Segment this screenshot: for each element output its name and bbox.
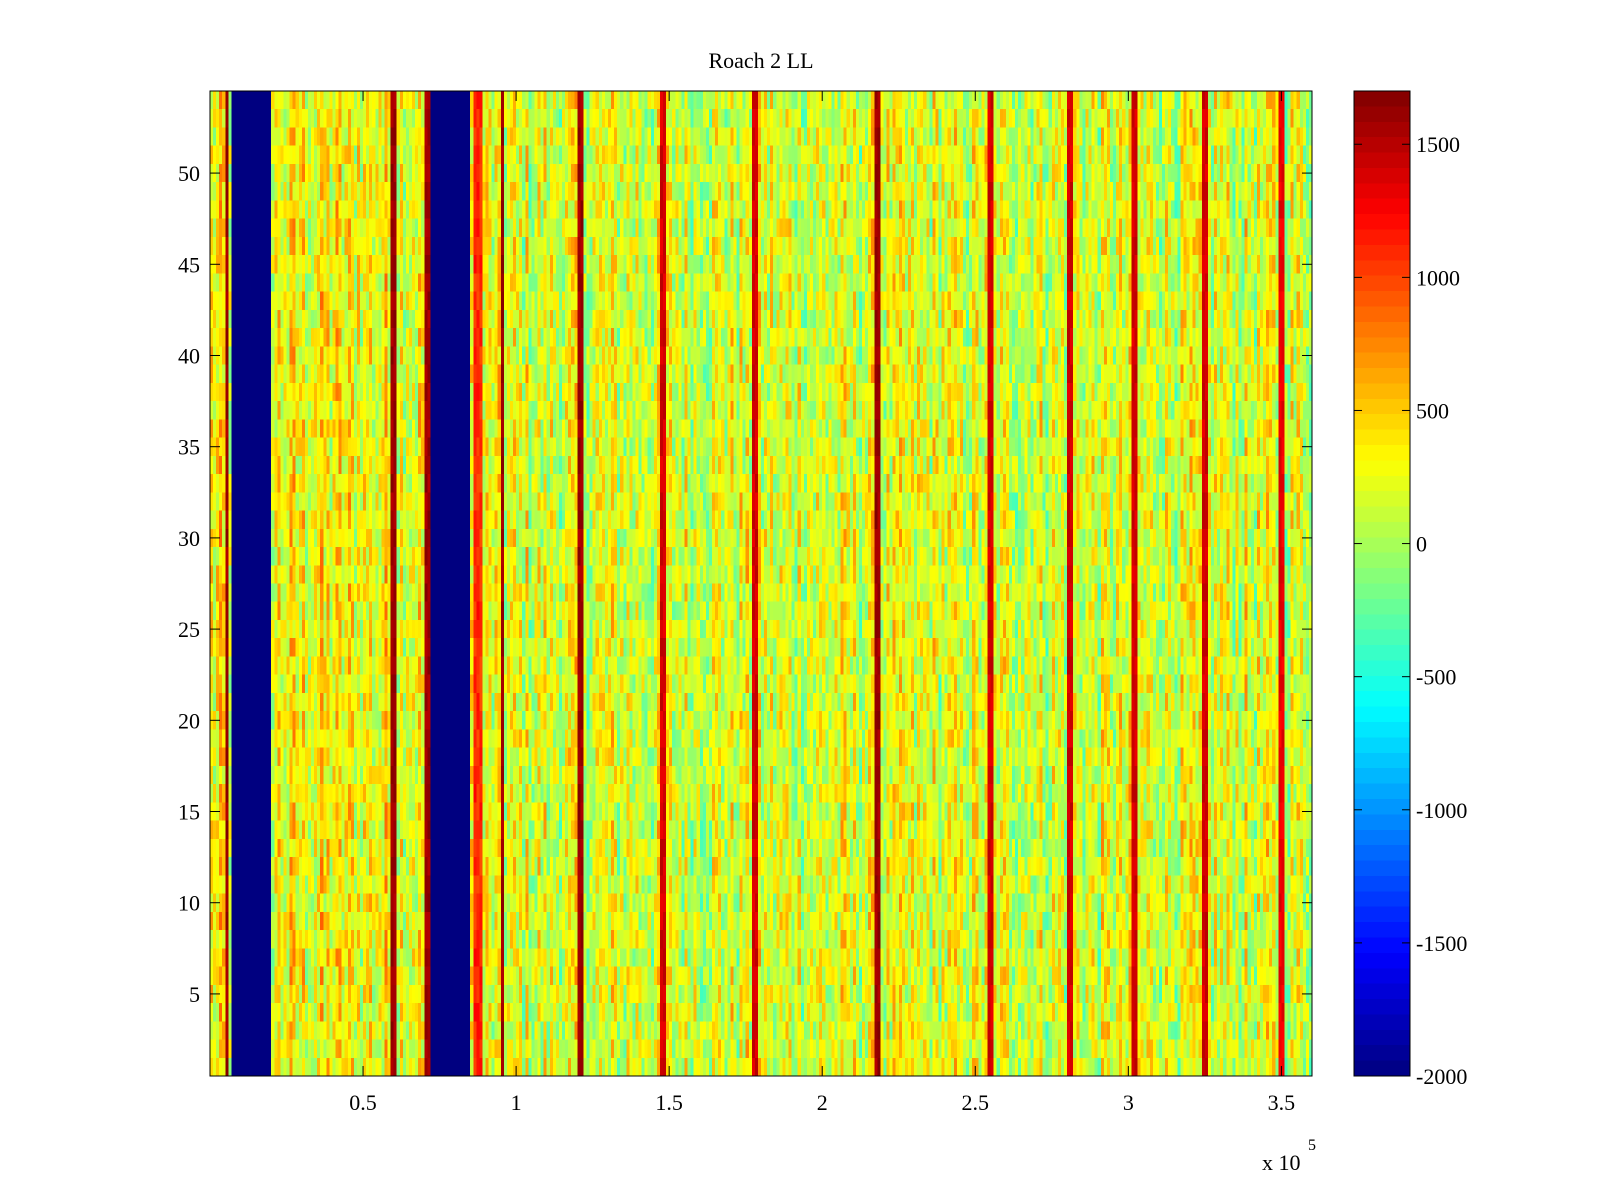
colorbar-tick-label: 1500: [1416, 132, 1460, 157]
colorbar-tick-label: 1000: [1416, 265, 1460, 290]
colorbar-tick-label: -1500: [1416, 931, 1467, 956]
y-tick-label: 45: [178, 252, 200, 277]
y-axis: 5 10 15 20 25 30 35 40 45 50: [178, 161, 1312, 1007]
colorbar-ticks: -2000 -1500 -1000 -500 0 500 1000 1500: [1354, 132, 1467, 1089]
x-tick-label: 2: [817, 1090, 828, 1115]
colorbar: -2000 -1500 -1000 -500 0 500 1000 1500: [1353, 90, 1467, 1089]
chart-title: Roach 2 LL: [708, 48, 813, 73]
x-axis: 0.5 1 1.5 2 2.5 3 3.5: [349, 91, 1295, 1115]
y-tick-label: 10: [178, 891, 200, 916]
colorbar-tick-label: 500: [1416, 398, 1449, 423]
y-tick-label: 40: [178, 343, 200, 368]
colorbar-image: [1354, 91, 1410, 1076]
x-tick-label: 1.5: [655, 1090, 683, 1115]
heatmap-image: [210, 91, 1312, 1076]
x-tick-label: 3.5: [1268, 1090, 1296, 1115]
y-tick-label: 35: [178, 435, 200, 460]
colorbar-tick-label: 0: [1416, 532, 1427, 557]
x-tick-label: 0.5: [349, 1090, 377, 1115]
x-multiplier-exponent: 5: [1308, 1137, 1316, 1154]
plot-frame: [209, 90, 1313, 1077]
x-tick-label: 2.5: [962, 1090, 990, 1115]
y-tick-label: 30: [178, 526, 200, 551]
y-tick-label: 5: [189, 982, 200, 1007]
heatmap-area: [209, 90, 1313, 1077]
colorbar-tick-label: -500: [1416, 665, 1456, 690]
y-tick-label: 15: [178, 800, 200, 825]
x-tick-label: 3: [1123, 1090, 1134, 1115]
colorbar-tick-label: -2000: [1416, 1064, 1467, 1089]
colorbar-tick-label: -1000: [1416, 798, 1467, 823]
x-tick-label: 1: [511, 1090, 522, 1115]
colorbar-frame: [1353, 90, 1411, 1077]
y-tick-label: 50: [178, 161, 200, 186]
y-tick-label: 25: [178, 617, 200, 642]
x-multiplier-label: x 10: [1262, 1150, 1301, 1175]
y-tick-label: 20: [178, 708, 200, 733]
